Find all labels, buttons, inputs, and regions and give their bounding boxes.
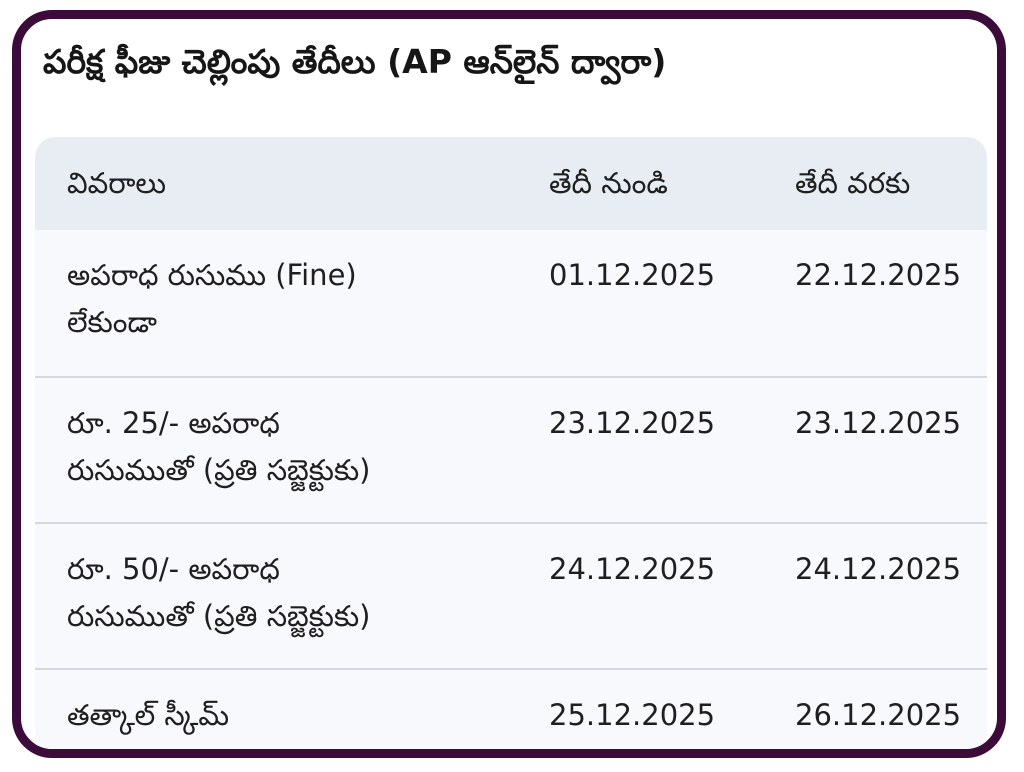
row-detail: తత్కాల్ స్కీమ్ xyxy=(67,692,487,739)
fee-dates-table: వివరాలు తేదీ నుండి తేదీ వరకు అపరాధ రుసుమ… xyxy=(35,137,987,749)
table-row: రూ. 25/- అపరాధ రుసుముతో (ప్రతి సబ్జెక్టు… xyxy=(35,376,987,522)
row-detail-line: రుసుముతో (ప్రతి సబ్జెక్టుకు) xyxy=(67,599,371,633)
row-detail-line: అపరాధ రుసుము (Fine) xyxy=(67,258,357,292)
table-header-row: వివరాలు తేదీ నుండి తేదీ వరకు xyxy=(35,137,987,230)
header-details: వివరాలు xyxy=(67,166,167,200)
row-to-date: 24.12.2025 xyxy=(795,552,962,586)
row-detail: రూ. 25/- అపరాధ రుసుముతో (ప్రతి సబ్జెక్టు… xyxy=(67,400,487,494)
row-detail: అపరాధ రుసుము (Fine) లేకుండా xyxy=(67,252,487,346)
row-to-date: 23.12.2025 xyxy=(795,406,962,440)
row-detail-line: రుసుముతో (ప్రతి సబ్జెక్టుకు) xyxy=(67,453,371,487)
row-from-date: 25.12.2025 xyxy=(549,698,716,732)
row-detail-line: తత్కాల్ స్కీమ్ xyxy=(67,698,230,732)
row-from-date: 23.12.2025 xyxy=(549,406,716,440)
row-detail-line: లేకుండా xyxy=(67,305,158,339)
row-detail-line: రూ. 50/- అపరాధ xyxy=(67,552,280,586)
table-row: అపరాధ రుసుము (Fine) లేకుండా 01.12.2025 2… xyxy=(35,230,987,376)
row-from-date: 24.12.2025 xyxy=(549,552,716,586)
row-detail-line: రూ. 25/- అపరాధ xyxy=(67,406,280,440)
header-from-date: తేదీ నుండి xyxy=(549,166,668,200)
header-to-date: తేదీ వరకు xyxy=(795,166,911,200)
table-row: తత్కాల్ స్కీమ్ 25.12.2025 26.12.2025 xyxy=(35,668,987,749)
row-detail: రూ. 50/- అపరాధ రుసుముతో (ప్రతి సబ్జెక్టు… xyxy=(67,546,487,640)
card-title: పరీక్ష ఫీజు చెల్లింపు తేదీలు (AP ఆన్‌లైన… xyxy=(43,42,667,81)
row-to-date: 26.12.2025 xyxy=(795,698,962,732)
fee-dates-card: పరీక్ష ఫీజు చెల్లింపు తేదీలు (AP ఆన్‌లైన… xyxy=(12,10,1006,758)
row-from-date: 01.12.2025 xyxy=(549,258,716,292)
row-to-date: 22.12.2025 xyxy=(795,258,962,292)
table-row: రూ. 50/- అపరాధ రుసుముతో (ప్రతి సబ్జెక్టు… xyxy=(35,522,987,668)
